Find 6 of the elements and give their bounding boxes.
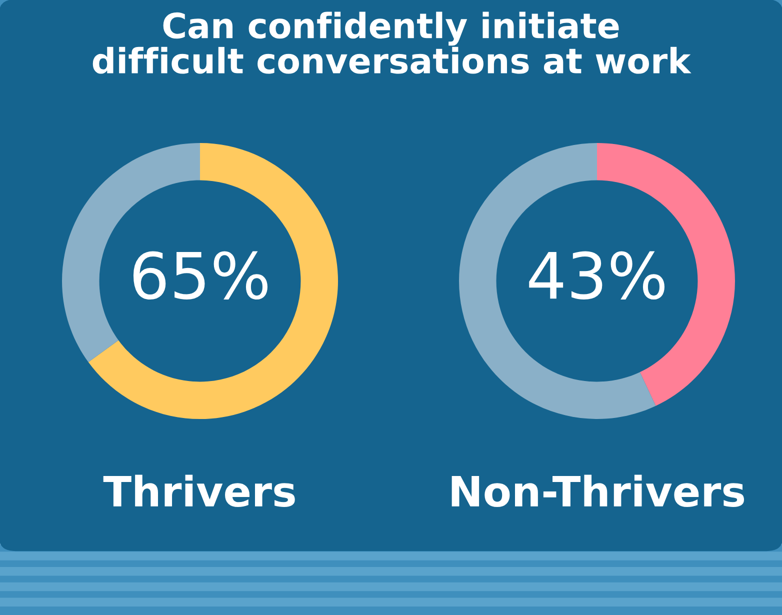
text: 65% [133, 251, 268, 300]
text: Non-Thrivers [452, 474, 744, 507]
text: 43% [529, 251, 664, 300]
chart-title: Can confidently initiate difficult conversations at work [92, 12, 692, 74]
donut-slice [88, 143, 338, 419]
text: Thrivers [103, 474, 295, 507]
